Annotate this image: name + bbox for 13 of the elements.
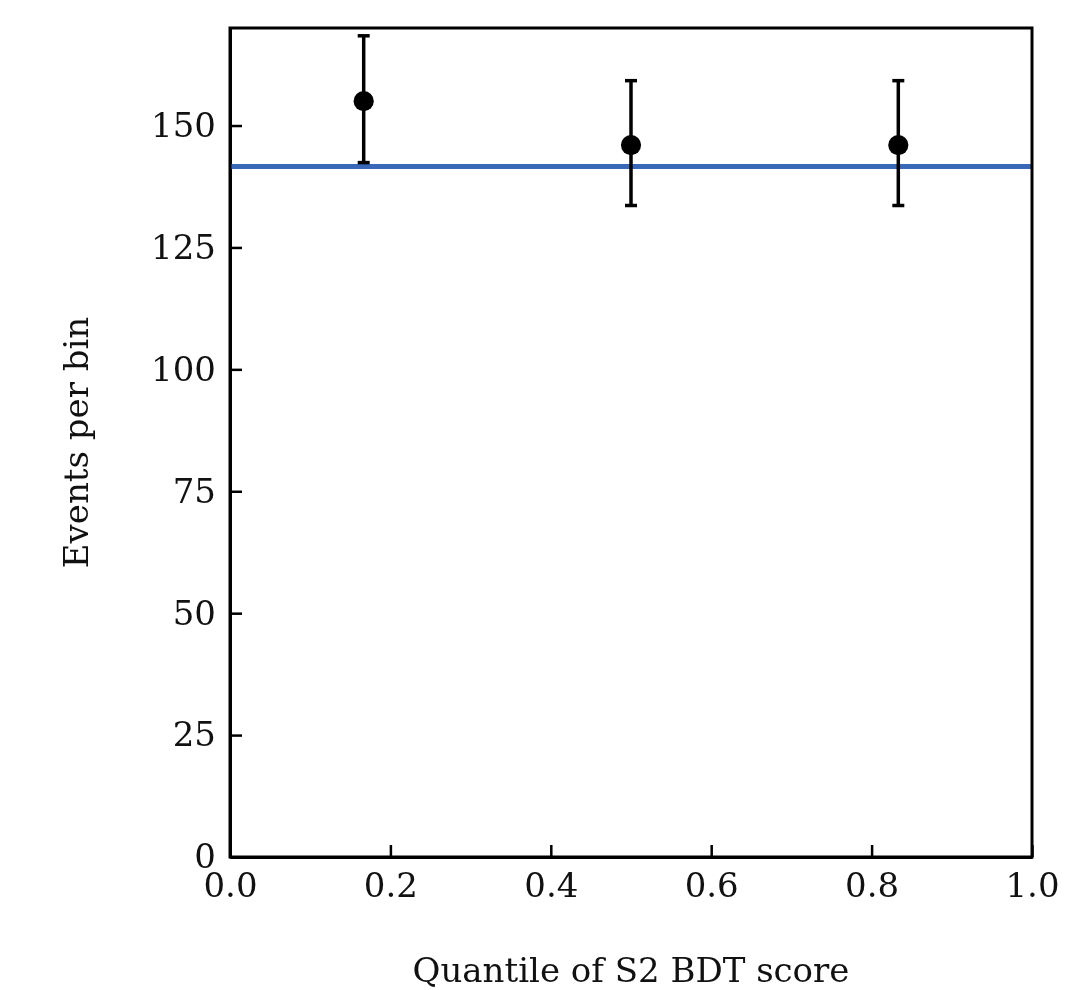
x-axis-title: Quantile of S2 BDT score (412, 950, 850, 990)
x-tick-label: 1.0 (1005, 865, 1060, 906)
y-tick-label: 150 (151, 104, 216, 145)
x-tick-label: 0.6 (684, 865, 739, 906)
x-tick-label: 0.8 (845, 865, 900, 906)
y-tick-label: 75 (172, 470, 216, 511)
y-tick-label: 125 (151, 226, 216, 267)
y-axis-title: Events per bin (56, 316, 96, 569)
y-tick-label: 25 (172, 714, 216, 755)
y-tick-label: 50 (172, 592, 216, 633)
x-tick-label: 0.2 (363, 865, 418, 906)
y-tick-label: 100 (151, 348, 216, 389)
x-tick-label: 0.4 (524, 865, 579, 906)
